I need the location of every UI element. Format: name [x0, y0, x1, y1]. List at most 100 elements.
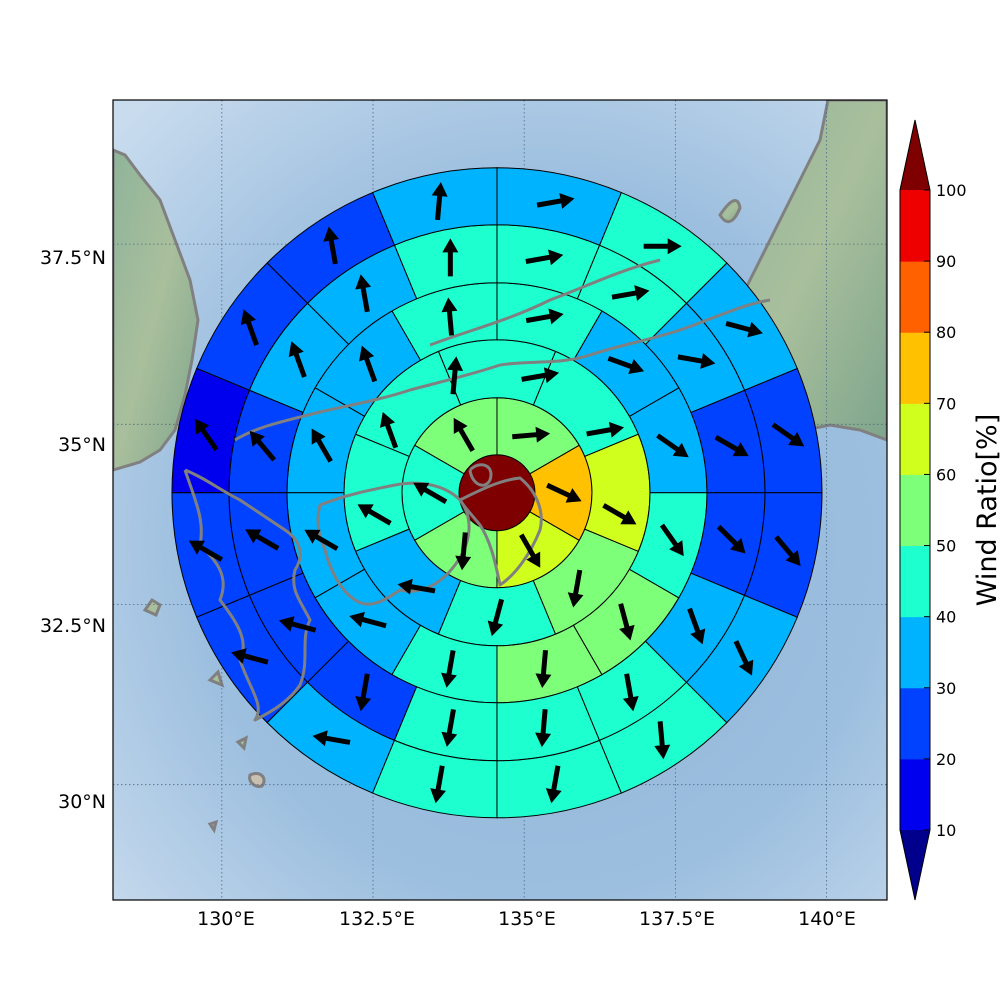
colorbar-tick-label-0: 10	[936, 821, 956, 840]
wind-arrow-ring-5-12	[194, 418, 219, 452]
wind-arrow-ring-3-3	[659, 523, 684, 557]
wind-arrow-ring-4-2	[677, 353, 716, 369]
wind-arrow-ring-6-2-shape	[0, 0, 20, 8]
wind-arrow-ring-5-6-shape	[654, 721, 671, 760]
wind-arrow-ring-4-4	[716, 524, 746, 554]
x-tick-label-137-5: 137.5°E	[639, 908, 715, 930]
wind-arrow-ring-5-1	[643, 238, 682, 255]
wind-arrow-ring-6-3-shape	[0, 0, 20, 8]
wind-arrow-ring-4-5	[687, 607, 706, 645]
wind-arrow-ring-5-14	[323, 226, 340, 265]
honshu-south-coastline	[234, 298, 771, 442]
wind-arrow-ring-1-4	[413, 482, 448, 504]
wind-arrow-ring-6-11-shape	[0, 0, 20, 8]
wind-arrow-ring-2-7	[380, 411, 399, 449]
colorbar: 10 20 30 40 50 60 70 80 90 100 Wind Ratio[%]	[899, 119, 1000, 901]
wind-arrow-ring-4-15-shape	[442, 238, 459, 277]
wind-arrow-ring-2-2-shape	[602, 503, 637, 525]
wind-arrow-ring-6-2	[0, 0, 20, 8]
colorbar-tick-label-4: 50	[936, 537, 956, 556]
wind-arrow-ring-4-6-shape	[622, 673, 639, 712]
wind-arrow-ring-4-4-shape	[716, 524, 746, 554]
wind-arrow-ring-2-6	[357, 504, 392, 526]
wind-arrow-ring-3-4	[618, 603, 635, 641]
wind-arrow-ring-6-10-shape	[0, 0, 20, 8]
wind-arrow-ring-5-11	[188, 540, 224, 562]
x-tick-label-140: 140°E	[798, 908, 856, 930]
wind-arrow-ring-3-1	[607, 355, 645, 375]
wind-arrow-ring-2-5-shape	[397, 578, 436, 595]
colorbar-tick-label-7: 80	[936, 323, 956, 342]
wind-arrow-ring-2-3-shape	[567, 569, 584, 608]
y-tick-label-30: 30°N	[58, 791, 106, 813]
wind-arrow-ring-5-11-shape	[188, 540, 224, 562]
wind-arrow-ring-3-3-shape	[659, 523, 684, 557]
wind-arrow-ring-1-4-shape	[413, 482, 448, 504]
coastline-overlay	[183, 258, 771, 722]
wind-vector-arrows	[0, 0, 805, 804]
wind-arrow-ring-1-0-shape	[512, 426, 551, 443]
wind-arrow-ring-2-7-shape	[380, 411, 399, 449]
x-tick-label-130: 130°E	[197, 908, 255, 930]
wind-arrow-ring-2-6-shape	[357, 504, 392, 526]
x-tick-label-132-5: 132.5°E	[339, 908, 415, 930]
ring-5-sector-15	[743, 492, 823, 618]
ring-2	[343, 339, 651, 647]
wind-arrow-ring-3-2-shape	[656, 433, 689, 458]
wind-arrow-ring-6-15-shape	[0, 0, 20, 8]
wind-arrow-ring-5-6	[654, 721, 671, 760]
wind-arrow-ring-4-14	[355, 274, 372, 313]
wind-arrow-ring-6-12	[0, 0, 20, 8]
wind-arrow-ring-4-12-shape	[249, 430, 277, 462]
wind-arrow-ring-6-14-shape	[0, 0, 20, 8]
wind-arrow-ring-6-4	[0, 0, 20, 8]
wind-arrow-ring-2-1-shape	[586, 421, 625, 438]
wind-arrow-ring-4-13	[288, 341, 307, 378]
wind-arrow-ring-2-4-shape	[487, 598, 505, 637]
wind-arrow-ring-6-12-shape	[0, 0, 20, 8]
colorbar-tick-label-3: 40	[936, 608, 956, 627]
wind-arrow-ring-3-2	[656, 433, 689, 458]
wind-arrow-ring-4-3	[714, 435, 749, 457]
wind-arrow-ring-6-14	[0, 0, 20, 8]
wind-arrow-ring-1-1-shape	[546, 482, 582, 503]
wind-arrow-ring-3-1-shape	[607, 355, 645, 375]
korea-landmass	[113, 148, 200, 472]
island-chain-coast	[142, 597, 249, 834]
y-tick-label-37-5: 37.5°N	[40, 247, 106, 269]
colorbar-tick-label-8: 90	[936, 252, 956, 271]
wind-arrow-ring-4-0-shape	[525, 249, 564, 266]
wind-arrow-ring-5-5	[733, 640, 754, 676]
wind-arrow-ring-3-8-shape	[304, 529, 339, 551]
wind-arrow-ring-5-7-shape	[545, 765, 562, 804]
colorbar-tick-label-1: 20	[936, 750, 956, 769]
wind-arrow-ring-6-5	[0, 0, 20, 8]
wind-arrow-ring-3-8	[304, 529, 339, 551]
wind-arrow-ring-2-8-shape	[447, 356, 464, 395]
wind-arrow-ring-4-12	[249, 430, 277, 462]
wind-arrow-ring-4-8	[441, 709, 458, 747]
kii-coastline	[458, 476, 543, 587]
wind-arrow-ring-6-7	[0, 0, 20, 8]
colorbar-segments	[899, 119, 931, 901]
wind-arrow-ring-2-8	[447, 356, 464, 395]
colorbar-segment-8	[900, 190, 930, 262]
colorbar-label: Wind Ratio[%]	[972, 414, 1000, 606]
latitude-tick-labels: 30°N 32.5°N 35°N 37.5°N	[40, 247, 106, 813]
wind-arrow-ring-6-5-shape	[0, 0, 20, 8]
colorbar-tick-label-5: 60	[936, 465, 956, 484]
wind-arrow-ring-6-8	[0, 0, 20, 8]
wind-arrow-ring-6-0	[0, 0, 20, 8]
wind-arrow-ring-5-4-shape	[774, 535, 801, 566]
wind-arrow-ring-3-0-shape	[525, 308, 564, 325]
wind-arrow-ring-4-6	[622, 673, 639, 712]
wind-arrow-ring-6-4-shape	[0, 0, 20, 8]
wind-arrow-ring-1-0	[512, 426, 551, 443]
wind-arrow-ring-6-1-shape	[0, 0, 20, 8]
wind-arrow-ring-4-9	[355, 673, 372, 712]
wind-arrow-ring-6-10	[0, 0, 20, 8]
wind-arrow-ring-4-14-shape	[355, 274, 372, 313]
wind-arrow-ring-6-3	[0, 0, 20, 8]
wind-arrow-ring-3-4-shape	[618, 603, 635, 641]
wind-arrow-ring-1-2	[519, 533, 541, 568]
